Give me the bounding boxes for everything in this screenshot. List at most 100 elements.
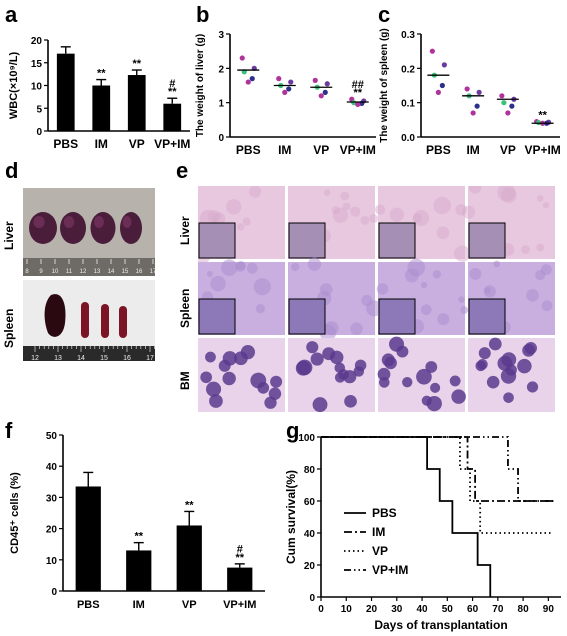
photo-e-liver-texture bbox=[468, 186, 482, 194]
photo-e-bm-cell bbox=[524, 341, 537, 355]
photo-e-spleen-texture bbox=[253, 278, 271, 296]
chart-b-data-point bbox=[322, 89, 328, 95]
chart-g-series-line bbox=[321, 436, 554, 502]
photo-e-spleen-texture bbox=[220, 259, 238, 276]
photo-e-bm-cell bbox=[200, 371, 213, 384]
chart-c-data-point bbox=[464, 86, 470, 92]
chart-b-data-point bbox=[288, 79, 294, 85]
chart-g-legend-label: IM bbox=[372, 525, 385, 539]
photo-e-bm-cell bbox=[306, 341, 319, 354]
chart-b-data-point bbox=[324, 81, 330, 87]
chart-c-data-point bbox=[509, 103, 515, 109]
chart-c-category-label: VP bbox=[500, 143, 516, 157]
photo-d-ruler-number: 15 bbox=[122, 269, 129, 275]
chart-a-significance-line-1: ** bbox=[168, 86, 177, 98]
chart-b-ylabel: The weight of liver (g) bbox=[195, 34, 206, 137]
photo-d-ruler-number: 10 bbox=[52, 269, 59, 275]
chart-g-xtick-label: 70 bbox=[492, 604, 504, 615]
photo-e-bm-cell bbox=[430, 382, 441, 393]
chart-b-data-point bbox=[245, 79, 251, 85]
photo-d-ruler-number: 16 bbox=[123, 355, 131, 361]
chart-g-xtick-label: 80 bbox=[518, 604, 530, 615]
photo-e-spleen-inset bbox=[198, 298, 236, 335]
photo-e-bm-cell bbox=[329, 350, 344, 365]
photo-e-liver-texture bbox=[340, 191, 350, 201]
chart-c-data-point bbox=[505, 110, 511, 116]
photo-e-spleen-texture bbox=[432, 270, 442, 279]
photo-e-bm-cell bbox=[270, 375, 283, 388]
photo-d-ruler-number: 14 bbox=[108, 269, 115, 275]
chart-f-ytick-label: 20 bbox=[46, 525, 58, 536]
chart-a-bar bbox=[92, 85, 111, 131]
photo-e-spleen-texture bbox=[540, 264, 552, 276]
photo-e-bm-cell bbox=[338, 369, 349, 380]
photo-e-liver-texture bbox=[360, 215, 370, 225]
photo-e-liver-texture bbox=[389, 207, 404, 222]
photo-e-spleen-texture bbox=[526, 288, 539, 302]
photo-d-liver-highlight bbox=[122, 216, 132, 228]
photo-e-liver-texture bbox=[208, 210, 221, 223]
photo-e-spleen-texture bbox=[437, 313, 450, 326]
chart-b-ytick-label: 0 bbox=[218, 133, 224, 144]
chart-g-ytick-label: 60 bbox=[304, 497, 316, 508]
chart-c-data-point bbox=[501, 100, 507, 106]
chart-a-bar bbox=[56, 53, 75, 131]
chart-f-ytick-label: 0 bbox=[51, 587, 57, 598]
photo-e-liver-texture bbox=[342, 202, 351, 211]
photo-e-bm-cell bbox=[501, 352, 517, 367]
chart-a-significance-line-0: ** bbox=[132, 58, 141, 70]
chart-f-significance-line-0: ** bbox=[134, 531, 143, 543]
photo-d-liver-highlight bbox=[63, 216, 75, 228]
photo-e-bm-cell bbox=[296, 359, 313, 376]
photo-e-spleen-texture bbox=[246, 262, 258, 274]
chart-b-category-label: PBS bbox=[236, 143, 261, 157]
photo-d-row-label-spleen: Spleen bbox=[2, 308, 16, 348]
chart-c-category-label: PBS bbox=[426, 143, 451, 157]
photo-e-bm-cell bbox=[240, 345, 256, 360]
chart-c-data-point bbox=[470, 110, 476, 116]
photo-d-liver-highlight bbox=[94, 216, 104, 228]
chart-g-ytick-label: 20 bbox=[304, 561, 316, 572]
chart-f-bar bbox=[176, 525, 202, 591]
photo-d-spleen-organ bbox=[81, 302, 89, 338]
photo-d-ruler-number: 17 bbox=[146, 355, 154, 361]
photo-e-bm-cell bbox=[486, 375, 500, 389]
photo-e-spleen-texture bbox=[350, 322, 363, 336]
photo-e-liver-texture bbox=[501, 187, 517, 203]
chart-f-category-label: VP+IM bbox=[223, 599, 256, 611]
photo-e-bm-cell bbox=[222, 371, 236, 386]
chart-a-category-label: PBS bbox=[53, 137, 78, 151]
photo-e-bm-cell bbox=[402, 376, 413, 388]
photo-e-spleen-texture bbox=[210, 275, 226, 292]
chart-b-category-label: VP+IM bbox=[340, 143, 376, 157]
photo-e-bm-cell bbox=[526, 381, 539, 393]
photo-e-bm-cell bbox=[505, 364, 517, 376]
photo-e-spleen-texture bbox=[376, 283, 389, 295]
chart-c-category-label: VP+IM bbox=[524, 143, 560, 157]
chart-c-ytick-label: 0.3 bbox=[401, 30, 415, 41]
chart-b-category-label: VP bbox=[313, 143, 329, 157]
chart-g-xlabel: Days of transplantation bbox=[374, 618, 507, 632]
photo-e-liver-texture bbox=[249, 186, 262, 198]
photo-d-spleen-organ bbox=[101, 304, 109, 338]
photo-d-liver-organ bbox=[120, 212, 142, 244]
photo-e-bm-cell bbox=[449, 375, 461, 387]
panel-label-g: g bbox=[286, 418, 300, 443]
photo-e-bm-cell bbox=[312, 397, 328, 412]
photo-e-liver-texture bbox=[542, 202, 550, 209]
chart-g-ytick-label: 80 bbox=[304, 465, 316, 476]
photo-e-liver-texture bbox=[226, 199, 242, 215]
photo-e-liver-texture bbox=[537, 195, 544, 202]
chart-f-bar bbox=[75, 486, 101, 591]
photo-d-ruler-number: 8 bbox=[25, 269, 29, 275]
photo-d-ruler-number: 17 bbox=[150, 269, 155, 275]
chart-f-ytick-label: 50 bbox=[46, 431, 58, 442]
chart-f-ytick-label: 30 bbox=[46, 493, 58, 504]
chart-g-survival: 0 20 40 60 80 100 Cum survival(%) 0 10 20 30 40 50 60… bbox=[284, 433, 561, 632]
chart-b-significance-line-1: ** bbox=[353, 87, 362, 99]
chart-a-ytick-label: 0 bbox=[36, 127, 42, 138]
chart-c-spleen-weight: 0.0 0.1 0.2 0.3 The weight of spleen (g) PBS I… bbox=[379, 28, 561, 157]
photo-e-bm-cell bbox=[451, 389, 466, 404]
chart-b-data-point bbox=[286, 86, 292, 92]
